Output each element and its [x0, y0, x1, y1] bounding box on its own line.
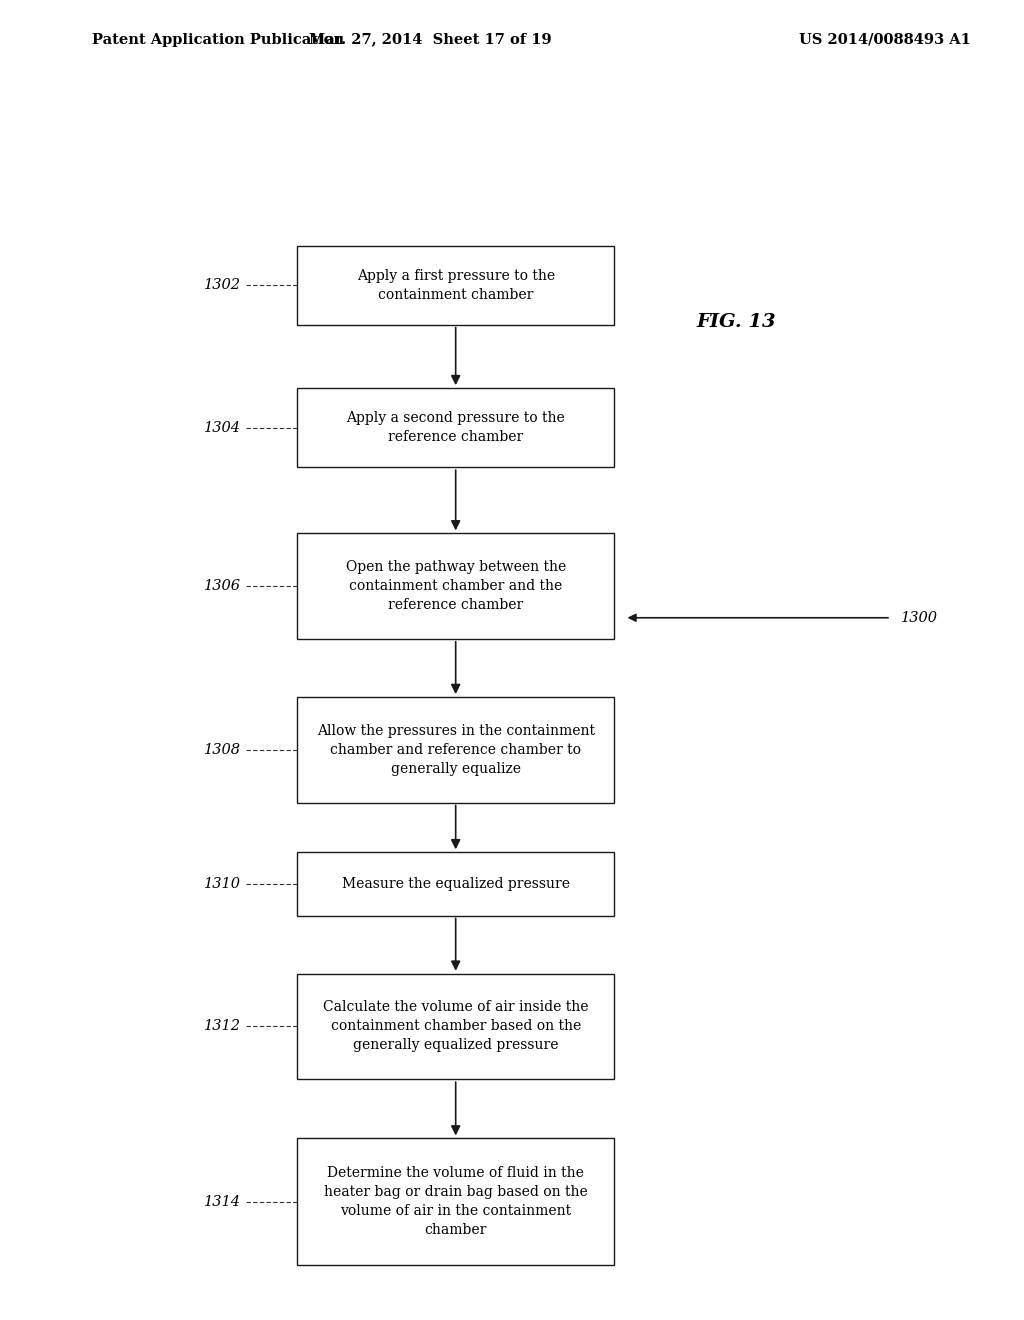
Text: 1312: 1312	[204, 1019, 241, 1034]
Text: Determine the volume of fluid in the
heater bag or drain bag based on the
volume: Determine the volume of fluid in the hea…	[324, 1167, 588, 1237]
Bar	[297, 974, 614, 1080]
Text: Apply a second pressure to the
reference chamber: Apply a second pressure to the reference…	[346, 412, 565, 444]
Text: Calculate the volume of air inside the
containment chamber based on the
generall: Calculate the volume of air inside the c…	[323, 1001, 589, 1052]
Bar	[297, 533, 614, 639]
Text: 1314: 1314	[204, 1195, 241, 1209]
Text: Patent Application Publication: Patent Application Publication	[92, 33, 344, 46]
Bar	[297, 697, 614, 803]
Text: Apply a first pressure to the
containment chamber: Apply a first pressure to the containmen…	[356, 269, 555, 301]
Text: 1304: 1304	[204, 421, 241, 434]
Text: 1310: 1310	[204, 876, 241, 891]
Bar	[297, 1138, 614, 1265]
Text: 1306: 1306	[204, 579, 241, 593]
Text: Allow the pressures in the containment
chamber and reference chamber to
generall: Allow the pressures in the containment c…	[316, 723, 595, 776]
Text: 1308: 1308	[204, 743, 241, 756]
Bar	[297, 246, 614, 325]
Text: Open the pathway between the
containment chamber and the
reference chamber: Open the pathway between the containment…	[345, 560, 566, 612]
Text: Measure the equalized pressure: Measure the equalized pressure	[342, 876, 569, 891]
Bar	[297, 388, 614, 467]
Text: 1302: 1302	[204, 279, 241, 292]
Text: FIG. 13: FIG. 13	[696, 313, 776, 331]
Text: Mar. 27, 2014  Sheet 17 of 19: Mar. 27, 2014 Sheet 17 of 19	[309, 33, 551, 46]
Text: 1300: 1300	[901, 611, 938, 624]
Bar	[297, 853, 614, 916]
Text: US 2014/0088493 A1: US 2014/0088493 A1	[799, 33, 971, 46]
